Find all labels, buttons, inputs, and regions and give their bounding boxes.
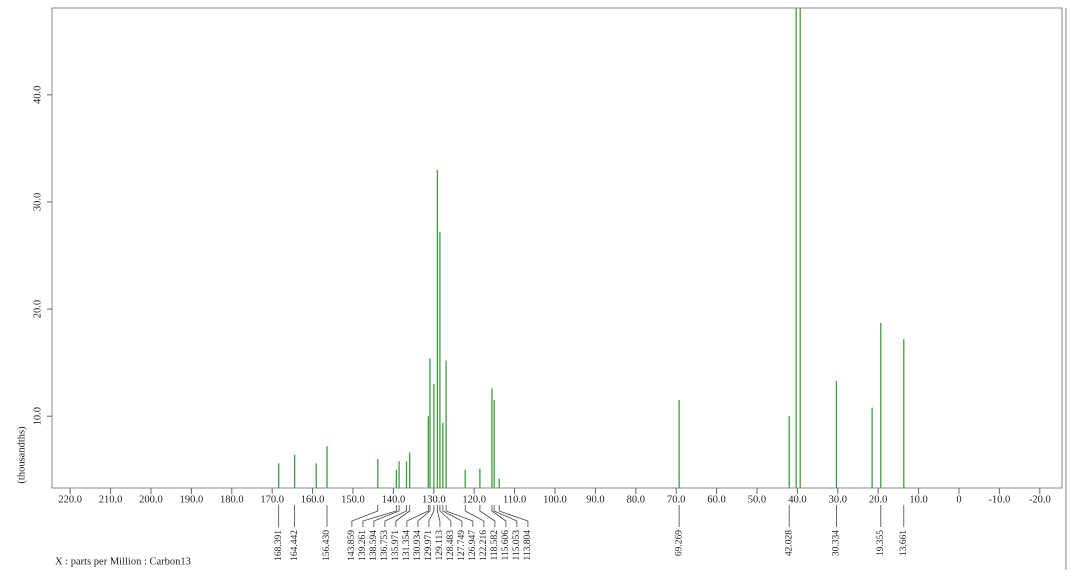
y-tick-label: 40.0 bbox=[32, 86, 43, 104]
peak-label: 129.971 bbox=[424, 530, 434, 561]
x-tick-label: 100.0 bbox=[543, 494, 567, 505]
peak-label: 127.749 bbox=[457, 530, 467, 561]
peak-label-leader bbox=[493, 505, 518, 527]
x-tick-label: 80.0 bbox=[627, 494, 645, 505]
x-tick-label: 50.0 bbox=[748, 494, 766, 505]
x-tick-label: 60.0 bbox=[707, 494, 725, 505]
x-tick-label: 190.0 bbox=[180, 494, 204, 505]
x-tick-label: 10.0 bbox=[909, 494, 927, 505]
peak-label-leader bbox=[464, 505, 485, 527]
peak-label: 129.113 bbox=[435, 530, 445, 561]
peak-label-leader bbox=[406, 505, 429, 527]
peak-label-leader bbox=[439, 505, 452, 527]
peak-label-leader bbox=[384, 505, 407, 527]
peak-label: 156.430 bbox=[322, 530, 332, 561]
peak-label: 136.753 bbox=[380, 530, 390, 561]
peak-label-leader bbox=[442, 505, 463, 527]
peak-label: 128.483 bbox=[446, 530, 456, 561]
peak-label-leader bbox=[417, 505, 431, 527]
x-tick-label: 30.0 bbox=[829, 494, 847, 505]
peak-label: 69.269 bbox=[674, 530, 684, 556]
peak-label-leader bbox=[491, 505, 507, 527]
x-tick-label: 110.0 bbox=[503, 494, 526, 505]
peak-label: 131.354 bbox=[402, 530, 412, 561]
peak-label: 118.582 bbox=[490, 530, 500, 561]
peak-label-leader bbox=[498, 505, 529, 527]
x-axis-label: X : parts per Million : Carbon13 bbox=[55, 556, 191, 567]
x-tick-label: 200.0 bbox=[139, 494, 163, 505]
peak-label-leader bbox=[362, 505, 397, 527]
x-tick-label: 120.0 bbox=[462, 494, 486, 505]
x-tick-label: 70.0 bbox=[667, 494, 685, 505]
peak-label: 168.391 bbox=[274, 530, 284, 561]
peak-label: 130.934 bbox=[413, 530, 423, 561]
x-tick-label: 160.0 bbox=[301, 494, 325, 505]
peak-label: 164.442 bbox=[290, 530, 300, 561]
x-tick-label: 210.0 bbox=[99, 494, 123, 505]
y-tick-label: 20.0 bbox=[32, 300, 43, 318]
peak-label: 138.594 bbox=[369, 530, 379, 561]
peak-label: 139.261 bbox=[358, 530, 368, 561]
y-tick-label: 10.0 bbox=[32, 407, 43, 425]
peak-label: 135.971 bbox=[391, 530, 401, 561]
peak-label: 122.216 bbox=[479, 530, 489, 561]
y-axis-label: (thousandths) bbox=[16, 426, 27, 484]
peak-label-leader bbox=[428, 505, 435, 527]
peak-label: 115.053 bbox=[512, 530, 522, 561]
x-tick-label: 130.0 bbox=[422, 494, 446, 505]
peak-label-leader bbox=[436, 505, 441, 527]
peak-label-leader bbox=[445, 505, 474, 527]
x-tick-label: 90.0 bbox=[586, 494, 604, 505]
x-tick-label: 150.0 bbox=[341, 494, 365, 505]
peak-label-leader bbox=[351, 505, 379, 527]
y-tick-label: 30.0 bbox=[32, 193, 43, 211]
x-tick-label: 170.0 bbox=[260, 494, 284, 505]
peak-label-leader bbox=[373, 505, 400, 527]
peak-label: 113.804 bbox=[523, 530, 533, 561]
x-tick-label: 0 bbox=[956, 494, 961, 505]
peak-label: 30.334 bbox=[832, 530, 842, 556]
x-tick-label: -20.0 bbox=[1029, 494, 1051, 505]
x-tick-label: 180.0 bbox=[220, 494, 244, 505]
peak-label: 13.661 bbox=[899, 530, 909, 556]
x-tick-label: 40.0 bbox=[788, 494, 806, 505]
x-tick-label: 20.0 bbox=[869, 494, 887, 505]
peak-label: 126.947 bbox=[468, 530, 478, 561]
peak-label: 143.859 bbox=[347, 530, 357, 561]
peak-label-leader bbox=[395, 505, 411, 527]
peak-label-leader bbox=[479, 505, 496, 527]
x-tick-label: 140.0 bbox=[382, 494, 406, 505]
peak-label: 42.028 bbox=[784, 530, 794, 556]
x-tick-label: 220.0 bbox=[58, 494, 82, 505]
plot-frame bbox=[51, 7, 1063, 489]
x-tick-label: -10.0 bbox=[988, 494, 1010, 505]
peak-label: 115.606 bbox=[501, 530, 511, 561]
peak-label: 19.355 bbox=[876, 530, 886, 556]
